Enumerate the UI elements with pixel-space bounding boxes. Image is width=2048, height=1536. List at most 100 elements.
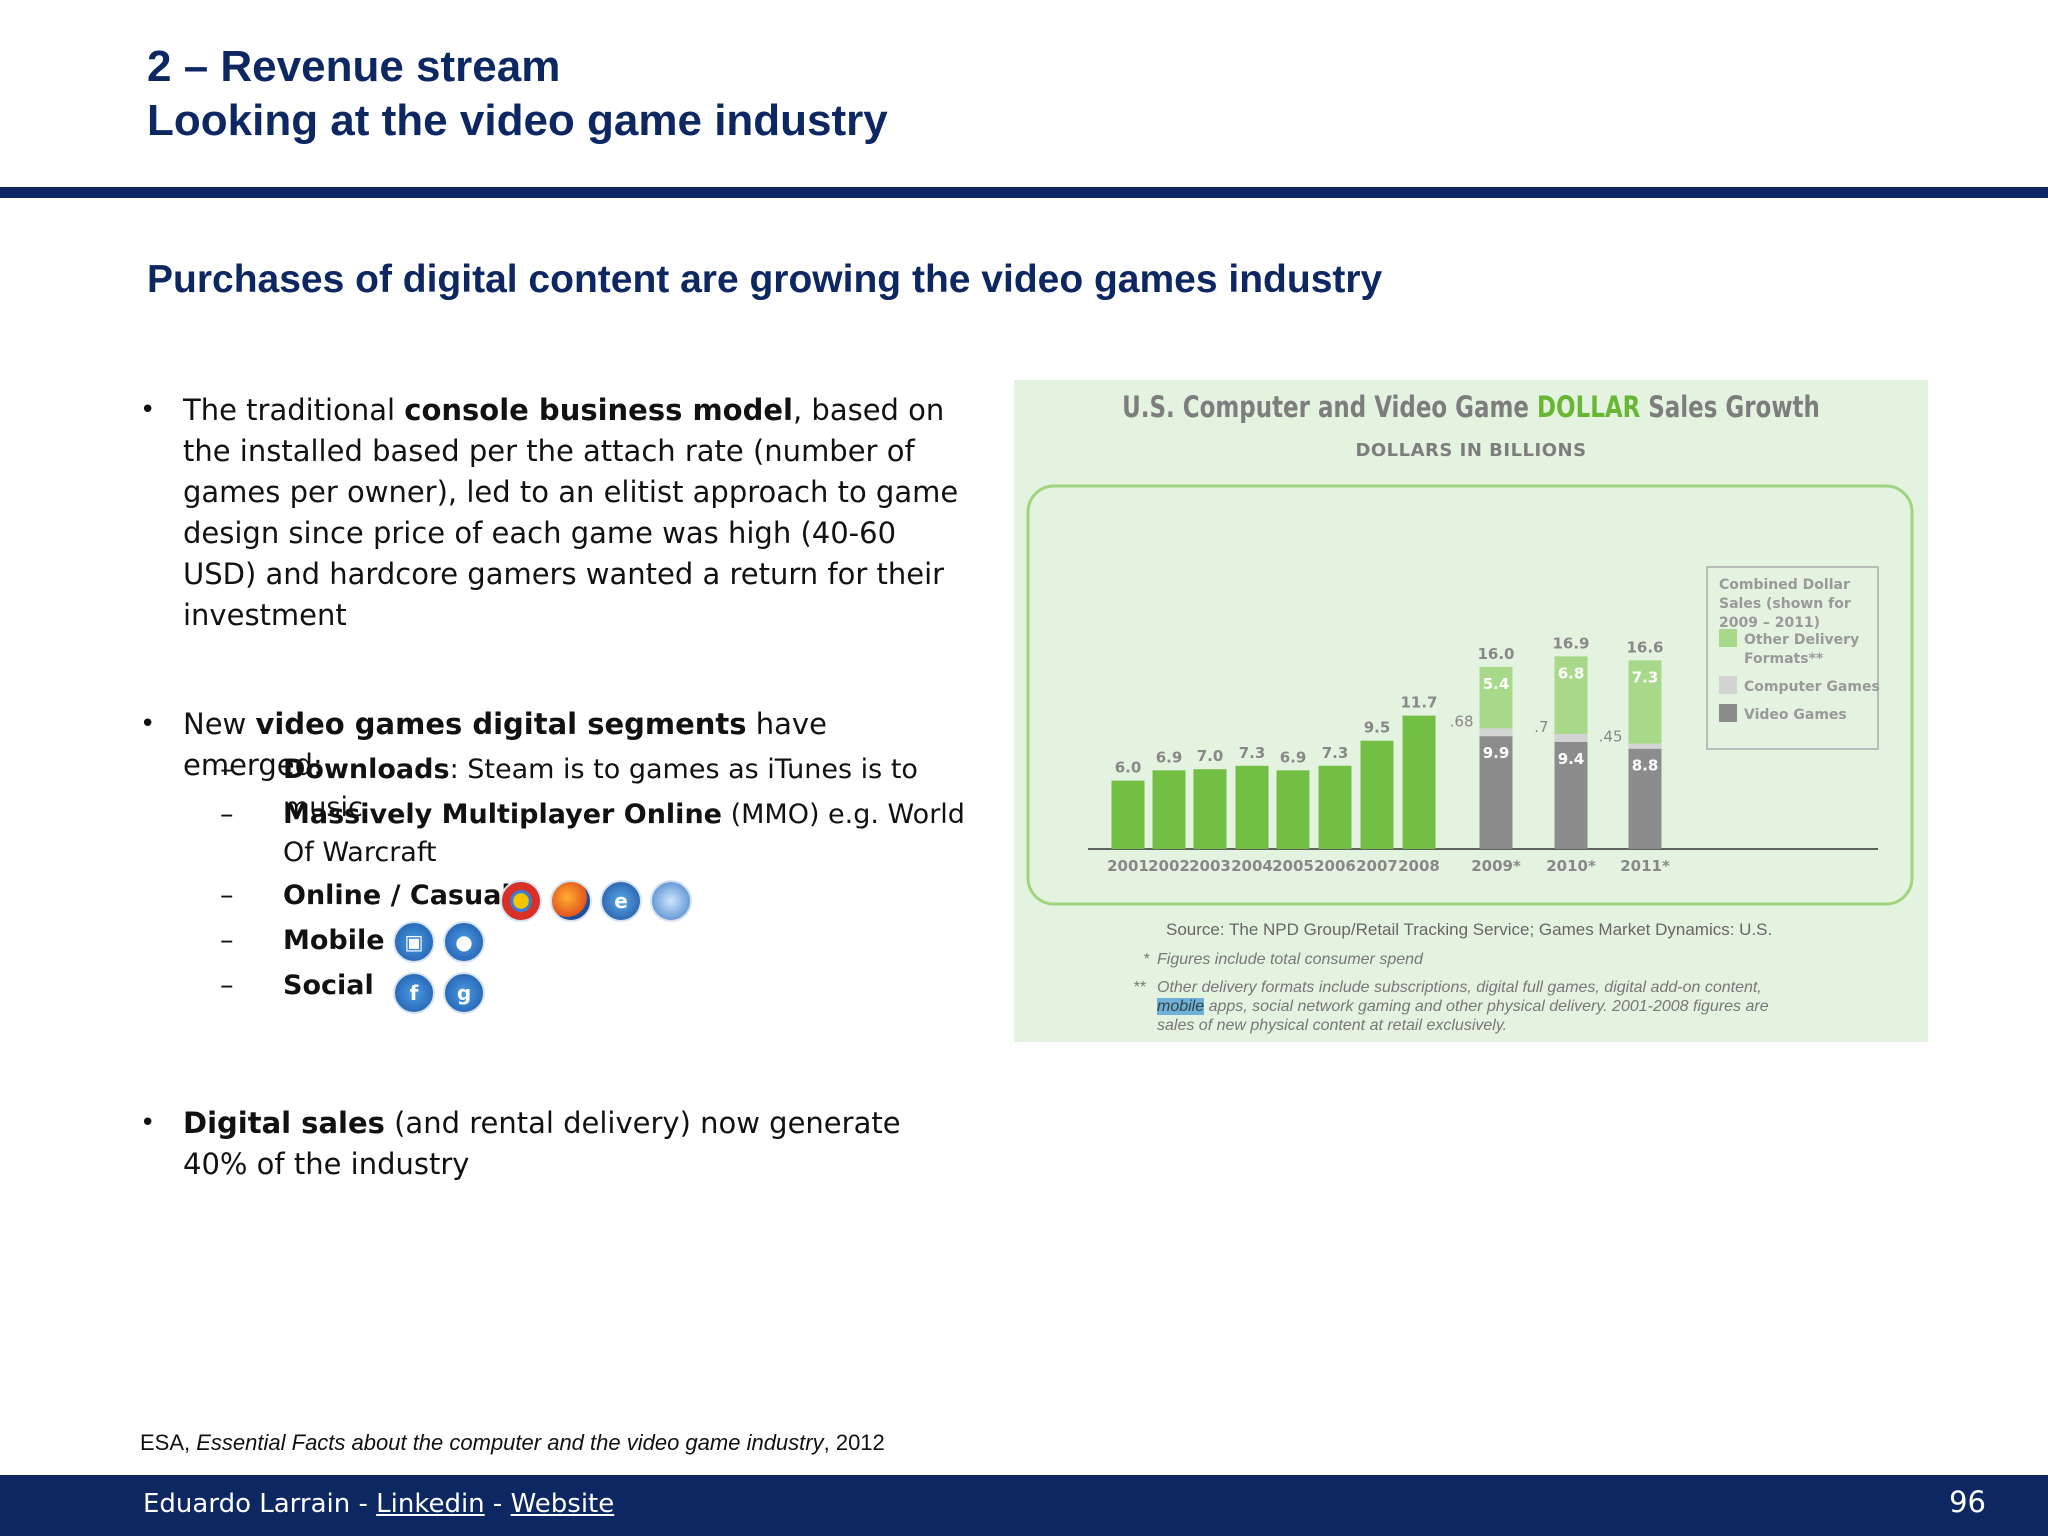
sub-item-online-casual: – Online / Casual	[220, 880, 511, 911]
bullet-digital-segments: • New video games digital segments have …	[140, 704, 960, 786]
bar-other-delivery-2010*	[1554, 656, 1588, 734]
legend-swatch	[1719, 676, 1737, 694]
legend-header: Combined Dollar	[1719, 577, 1850, 593]
title-line-2: Looking at the video game industry	[147, 96, 888, 145]
segment-label-video: 9.4	[1558, 750, 1585, 768]
x-tick-label: 2007	[1356, 857, 1398, 875]
bar-total-label: 16.6	[1626, 638, 1663, 656]
x-tick-label: 2001	[1107, 857, 1149, 875]
bar-total-label: 16.9	[1552, 634, 1589, 652]
bar-total-label: 16.0	[1477, 645, 1514, 663]
sub-item-text: : Steam is to games as iTunes is to musi…	[283, 754, 918, 823]
x-tick-label: 2009*	[1471, 857, 1521, 875]
legend-label: Other Delivery	[1744, 632, 1859, 648]
bar-value-label: 9.5	[1364, 719, 1391, 737]
bar-value-label: 7.3	[1322, 744, 1349, 762]
slide-title: 2 – Revenue stream Looking at the video …	[147, 40, 888, 148]
bar-2007	[1360, 740, 1394, 849]
bar-video-games-2011*	[1628, 748, 1662, 849]
segment-label-computer: .7	[1534, 718, 1548, 736]
bar-value-label: 6.9	[1156, 748, 1183, 766]
chart-subtitle: DOLLARS IN BILLIONS	[1355, 440, 1587, 461]
chrome-icon	[500, 880, 542, 922]
bullet-bold: Digital sales	[183, 1106, 385, 1140]
chart-footnote-1: * Figures include total consumer spend	[1143, 951, 1423, 968]
x-tick-label: 2008	[1398, 857, 1440, 875]
segment-label-computer: .68	[1450, 712, 1474, 730]
bullet-dot: •	[140, 1108, 156, 1138]
bar-value-label: 6.9	[1280, 748, 1307, 766]
firefox-icon	[550, 880, 592, 922]
header-divider	[0, 187, 2048, 198]
x-tick-label: 2004	[1231, 857, 1273, 875]
sub-item-social: – Social	[220, 970, 374, 1001]
bar-2008	[1402, 715, 1436, 849]
chart-title: U.S. Computer and Video Game DOLLAR Sale…	[1122, 390, 1820, 424]
bar-2006	[1318, 765, 1352, 849]
apple-icon: ●	[443, 921, 485, 963]
bar-computer-games-2009*	[1479, 728, 1513, 737]
legend-label: Computer Games	[1744, 679, 1880, 695]
bullet-text: The traditional	[183, 393, 405, 427]
x-tick-label: 2011*	[1620, 857, 1670, 875]
highlighted-word: mobile	[1157, 998, 1205, 1015]
legend-swatch	[1719, 704, 1737, 722]
google-plus-icon: g	[443, 972, 485, 1014]
sub-item-mobile: – Mobile	[220, 925, 385, 956]
footer-bar: Eduardo Larrain - Linkedin - Website 96	[0, 1475, 2048, 1536]
bar-other-delivery-2009*	[1479, 666, 1513, 729]
segment-label-video: 8.8	[1632, 757, 1659, 775]
segment-label-other: 7.3	[1632, 668, 1659, 686]
title-line-1: 2 – Revenue stream	[147, 42, 561, 91]
bar-video-games-2009*	[1479, 736, 1513, 849]
bar-computer-games-2011*	[1628, 743, 1662, 749]
bullet-digital-sales: • Digital sales (and rental delivery) no…	[140, 1103, 960, 1185]
bullet-console-model: • The traditional console business model…	[140, 390, 960, 636]
segment-label-other: 6.8	[1558, 664, 1585, 682]
chart-plot: 6.0 2001 6.9 2002 7.0 2003 7.3 2004 6.9 2005 7.3 20…	[1026, 484, 1914, 906]
legend-header: 2009 – 2011)	[1719, 615, 1820, 631]
x-tick-label: 2005	[1272, 857, 1314, 875]
sub-item-bold: Mobile	[283, 925, 385, 956]
bar-2003	[1193, 769, 1227, 849]
website-link[interactable]: Website	[510, 1489, 615, 1519]
legend-box	[1706, 566, 1879, 750]
bar-value-label: 7.0	[1197, 747, 1224, 765]
x-tick-label: 2010*	[1546, 857, 1596, 875]
bullet-text: (and rental delivery) now generate 40% o…	[183, 1106, 901, 1181]
legend-label: Video Games	[1744, 707, 1847, 723]
legend-swatch	[1719, 629, 1737, 647]
footer-credits: Eduardo Larrain - Linkedin - Website	[143, 1489, 615, 1519]
chart-title-accent: DOLLAR	[1536, 390, 1641, 424]
slide-subtitle: Purchases of digital content are growing…	[147, 258, 1383, 301]
bullet-text: New	[183, 707, 256, 741]
x-tick-label: 2003	[1189, 857, 1231, 875]
citation: ESA, Essential Facts about the computer …	[140, 1430, 885, 1455]
page-number: 96	[1949, 1485, 1986, 1519]
segment-label-other: 5.4	[1483, 675, 1510, 693]
sub-item-bold: Massively Multiplayer Online	[283, 799, 722, 830]
bar-video-games-2010*	[1554, 741, 1588, 849]
bar-other-delivery-2011*	[1628, 660, 1662, 744]
sub-item-bold: Downloads	[283, 754, 450, 785]
browser-icons: e	[500, 880, 692, 922]
bar-value-label: 6.0	[1115, 759, 1142, 777]
legend-header: Sales (shown for	[1719, 596, 1851, 612]
bullet-bold: video games digital segments	[255, 707, 747, 741]
internet-explorer-icon: e	[600, 880, 642, 922]
android-icon: ▣	[393, 921, 435, 963]
facebook-icon: f	[393, 972, 435, 1014]
linkedin-link[interactable]: Linkedin	[376, 1489, 485, 1519]
bar-2001	[1111, 780, 1145, 849]
x-tick-label: 2006	[1314, 857, 1356, 875]
bar-2002	[1152, 770, 1186, 849]
safari-icon	[650, 880, 692, 922]
sub-item-bold: Online / Casual	[283, 880, 511, 911]
sales-growth-chart: U.S. Computer and Video Game DOLLAR Sale…	[1014, 380, 1928, 1042]
bullet-dot: •	[140, 709, 156, 739]
bar-value-label: 11.7	[1400, 694, 1437, 712]
sub-item-text: (MMO) e.g. World Of Warcraft	[283, 799, 965, 868]
bar-2005	[1276, 770, 1310, 849]
segment-label-video: 9.9	[1483, 744, 1510, 762]
chart-frame	[1026, 484, 1914, 906]
